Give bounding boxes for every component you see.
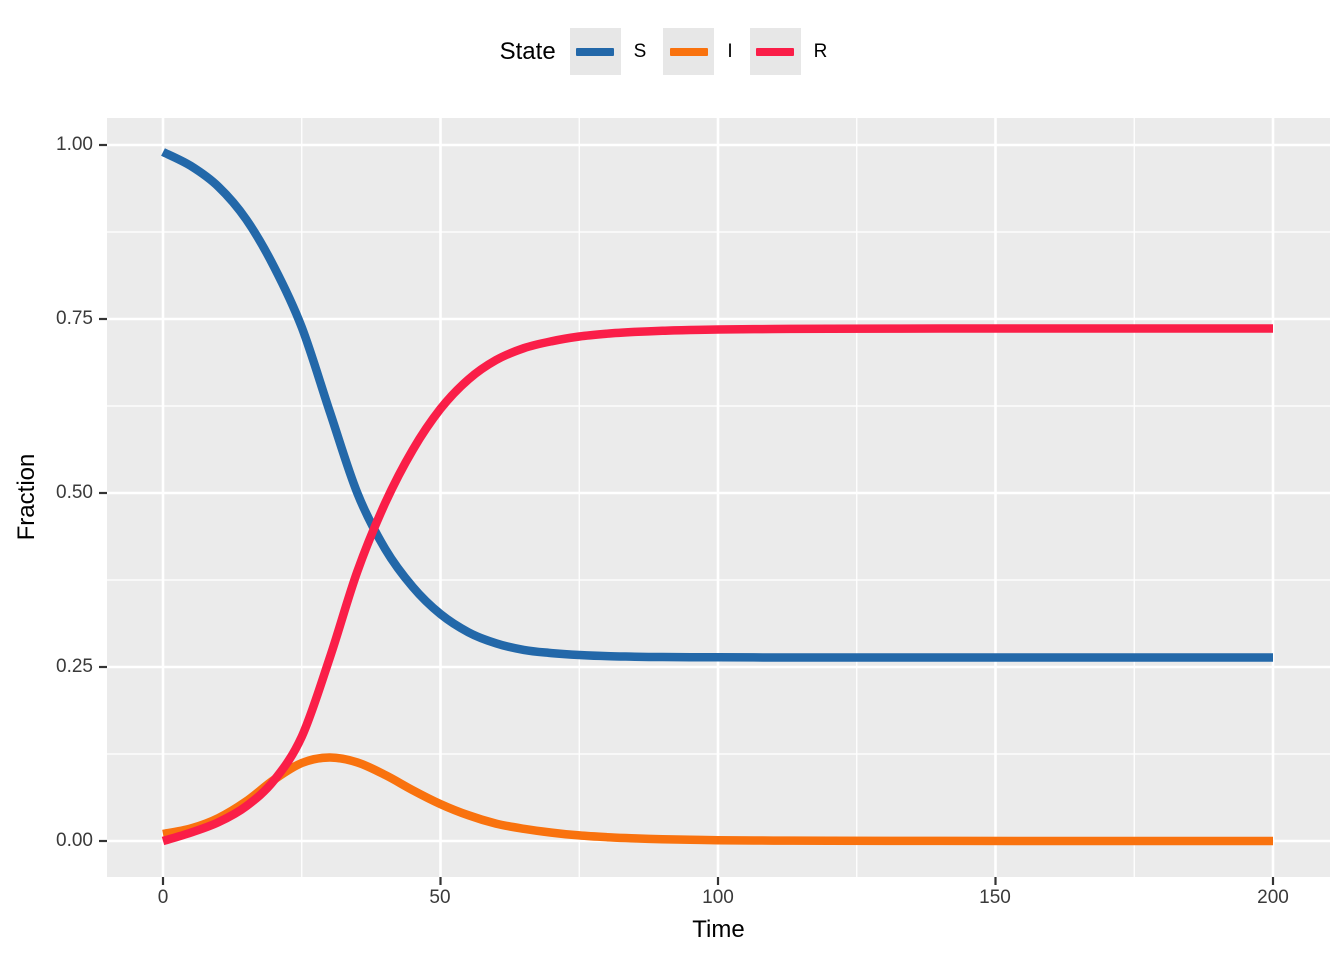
legend-key-s [569, 28, 621, 75]
legend-swatch-s [576, 47, 615, 56]
legend-item-r: R [749, 28, 828, 75]
x-axis-title: Time [692, 916, 745, 943]
x-tick-label: 150 [979, 887, 1011, 908]
legend-swatch-r [756, 47, 795, 56]
x-tick-label: 0 [157, 887, 169, 908]
legend-title: State [499, 37, 556, 65]
legend-item-i: I [663, 28, 733, 75]
series-lines [161, 148, 1273, 846]
legend-key-i [663, 28, 715, 75]
legend-label-r: R [813, 40, 828, 62]
series-line-I [162, 753, 1273, 846]
y-tick-label: 0.75 [56, 308, 93, 329]
x-tick-label: 100 [702, 887, 734, 908]
legend: State S I R [0, 28, 1344, 75]
legend-swatch-i [669, 47, 708, 56]
x-tick-label: 200 [1257, 887, 1289, 908]
y-tick-label: 0.50 [56, 482, 93, 503]
y-axis-title: Fraction [13, 453, 40, 541]
y-tick-label: 0.00 [56, 830, 93, 851]
series-line-R [161, 324, 1273, 846]
legend-item-s: S [569, 28, 647, 75]
y-tick-label: 0.25 [56, 656, 93, 677]
legend-key-r [749, 28, 801, 75]
y-tick-label: 1.00 [56, 134, 93, 155]
axis-tick-marks [99, 143, 1275, 885]
x-tick-label: 50 [429, 887, 451, 908]
legend-label-s: S [633, 40, 647, 62]
series-line-S [161, 148, 1273, 662]
legend-label-i: I [727, 40, 733, 62]
